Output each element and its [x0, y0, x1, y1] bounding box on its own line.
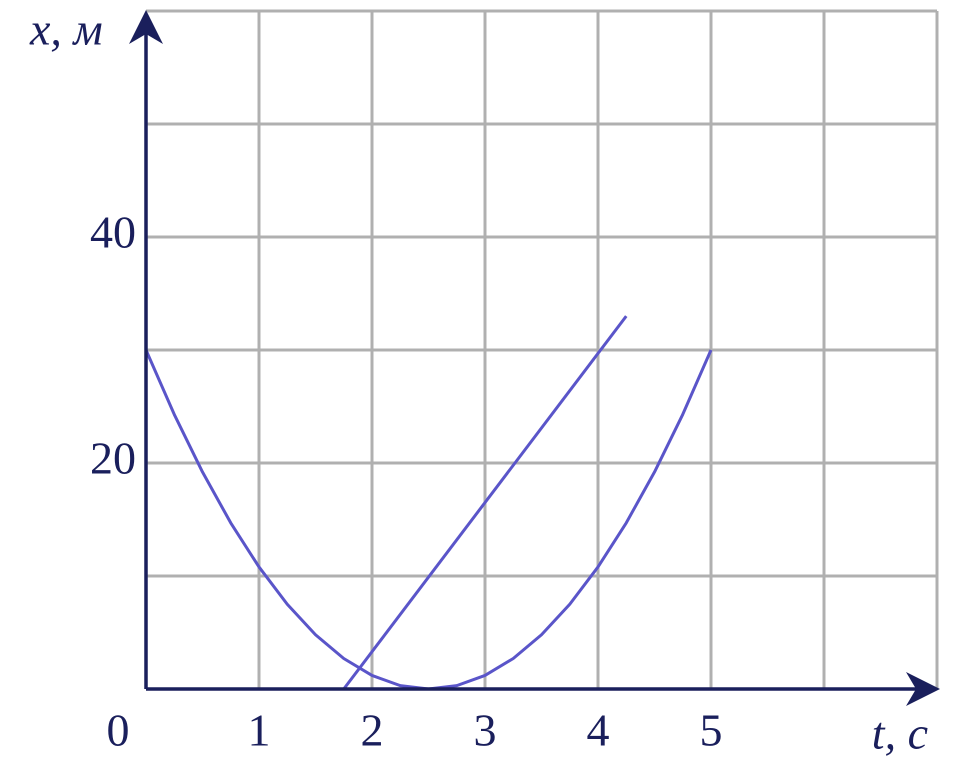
- plot: [144, 315, 713, 691]
- x-tick-label: 1: [248, 705, 271, 756]
- x-axis-label: t, c: [872, 708, 928, 759]
- x-tick-label: 0: [107, 705, 130, 756]
- y-tick-label: 20: [90, 433, 136, 484]
- curve: [144, 349, 713, 691]
- curve: [342, 315, 628, 690]
- x-tick-label: 3: [474, 705, 497, 756]
- x-tick-label: 2: [361, 705, 384, 756]
- tick-labels: 0 1 2 3 4 5 20 40: [90, 207, 723, 756]
- x-tick-label: 4: [587, 705, 610, 756]
- y-tick-label: 40: [90, 207, 136, 258]
- x-tick-label: 5: [700, 705, 723, 756]
- y-axis-label: x, м: [29, 4, 103, 55]
- x-axis-arrow: [906, 672, 940, 706]
- grid: [146, 9, 939, 689]
- y-axis-arrow: [129, 10, 163, 44]
